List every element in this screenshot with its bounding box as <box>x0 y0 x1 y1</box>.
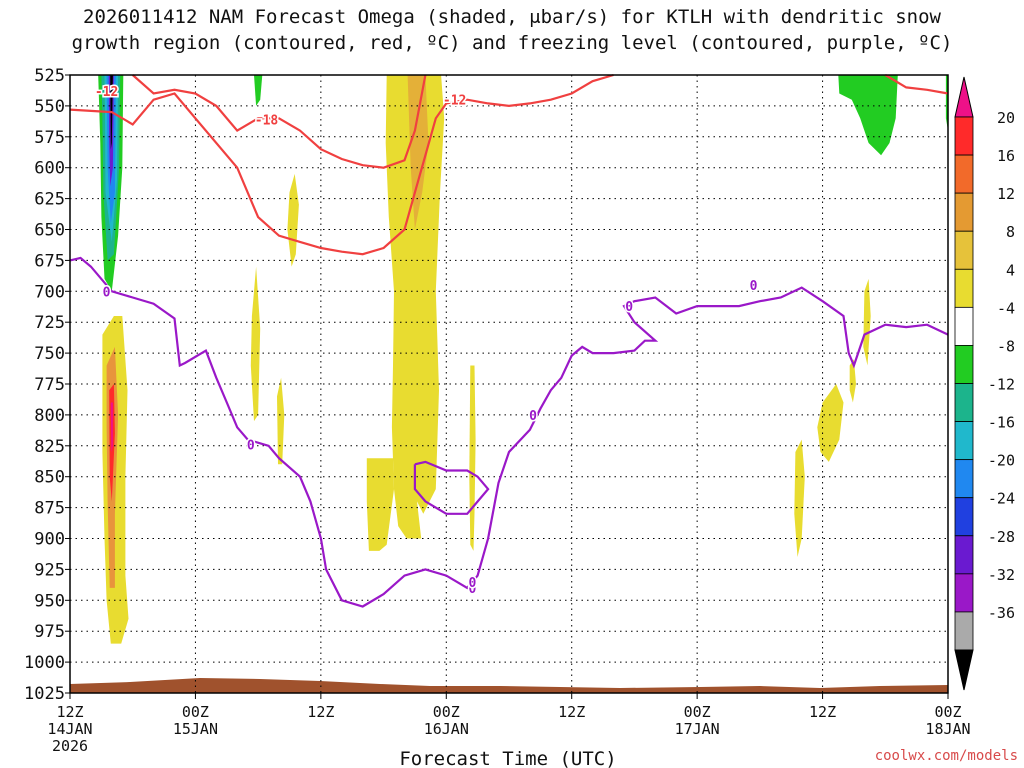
dgz-contour-red <box>70 75 614 254</box>
y-tick-label: 700 <box>34 282 65 302</box>
colorbar-swatch <box>955 384 973 422</box>
colorbar-swatch <box>955 574 973 612</box>
colorbar-label: -16 <box>988 414 1015 432</box>
y-tick-label: 900 <box>34 530 65 550</box>
x-tick-label: 12Z <box>307 703 334 721</box>
colorbar-swatch <box>955 612 973 650</box>
colorbar-label: -24 <box>988 490 1015 508</box>
contour-label-purple: 0 <box>750 279 758 294</box>
shade-small-yellow-1 <box>287 174 299 267</box>
shade-16jan-lower-yellow <box>367 458 394 551</box>
y-tick-label: 575 <box>34 128 65 148</box>
x-tick-label: 16JAN <box>424 720 469 738</box>
colorbar-top-arrow <box>955 77 973 117</box>
colorbar-label: -8 <box>997 337 1015 355</box>
x-tick-label: 17JAN <box>675 720 720 738</box>
colorbar-label: -4 <box>997 299 1015 317</box>
colorbar-label: 16 <box>997 147 1015 165</box>
shade-small-green-1 <box>254 75 262 106</box>
shade-16jan-sliver <box>469 366 475 551</box>
y-tick-label: 550 <box>34 97 65 117</box>
colorbar-bottom-arrow <box>955 650 973 690</box>
contour-label-red: -12 <box>443 94 466 109</box>
colorbar-label: -12 <box>988 376 1015 394</box>
colorbar-swatch <box>955 460 973 498</box>
credit-text: coolwx.com/models <box>875 748 1018 764</box>
y-tick-label: 650 <box>34 221 65 241</box>
contour-label-purple: 0 <box>247 439 255 454</box>
dgz-contour-red <box>133 75 426 168</box>
y-tick-label: 950 <box>34 591 65 611</box>
x-axis-label: Forecast Time (UTC) <box>399 748 616 768</box>
y-tick-label: 525 <box>34 66 65 86</box>
y-tick-label: 975 <box>34 622 65 642</box>
x-tick-label: 12Z <box>56 703 83 721</box>
x-tick-label: 12Z <box>558 703 585 721</box>
y-tick-label: 675 <box>34 251 65 271</box>
y-tick-label: 750 <box>34 344 65 364</box>
shade-17jan-yellow-2 <box>794 440 805 557</box>
shade-17jan-green-upper <box>838 75 898 155</box>
y-tick-label: 800 <box>34 406 65 426</box>
x-tick-label: 00Z <box>934 703 961 721</box>
colorbar-swatch <box>955 498 973 536</box>
ground-terrain <box>70 678 948 693</box>
chart-svg: -12-18-120000000 52555057560062565067570… <box>0 0 1024 768</box>
colorbar-label: -20 <box>988 452 1015 470</box>
colorbar-swatch <box>955 307 973 345</box>
shade-small-yellow-3 <box>277 378 284 465</box>
contour-label-purple: 0 <box>625 300 633 315</box>
x-tick-label: 14JAN <box>47 720 92 738</box>
grid-layer <box>70 75 948 693</box>
colorbar-label: 8 <box>1006 223 1015 241</box>
x-tick-label: 2026 <box>52 737 88 755</box>
x-tick-label: 00Z <box>684 703 711 721</box>
y-tick-label: 725 <box>34 313 65 333</box>
y-tick-label: 850 <box>34 468 65 488</box>
contour-label-purple: 0 <box>469 576 477 591</box>
contour-label-purple: 0 <box>103 285 111 300</box>
x-tick-label: 00Z <box>182 703 209 721</box>
y-tick-label: 600 <box>34 159 65 179</box>
colorbar-swatch <box>955 117 973 155</box>
contour-label-purple: 0 <box>529 409 537 424</box>
y-tick-label: 925 <box>34 560 65 580</box>
colorbar-label: -32 <box>988 566 1015 584</box>
colorbar-swatch <box>955 193 973 231</box>
plot-frame <box>70 75 948 693</box>
y-tick-label: 1000 <box>24 653 65 673</box>
x-tick-label: 18JAN <box>925 720 970 738</box>
colorbar-label: 20 <box>997 109 1015 127</box>
shade-17jan-yellow-4 <box>863 279 870 366</box>
colorbar-label: -36 <box>988 604 1015 622</box>
colorbar-label: -28 <box>988 528 1015 546</box>
colorbar-swatch <box>955 231 973 269</box>
x-tick-label: 00Z <box>433 703 460 721</box>
contour-label-red: -12 <box>95 85 118 100</box>
y-tick-label: 625 <box>34 190 65 210</box>
colorbar-label: 4 <box>1006 261 1015 279</box>
contour-label-red: -18 <box>255 113 279 128</box>
colorbar-swatch <box>955 155 973 193</box>
omega-shading-layer <box>70 75 948 693</box>
shade-17jan-yellow-1 <box>817 384 843 462</box>
colorbar-swatch <box>955 422 973 460</box>
x-tick-label: 12Z <box>809 703 836 721</box>
colorbar-swatch <box>955 269 973 307</box>
y-tick-label: 775 <box>34 375 65 395</box>
colorbar-label: 12 <box>997 185 1015 203</box>
y-tick-label: 1025 <box>24 684 65 704</box>
colorbar-swatch <box>955 345 973 383</box>
x-tick-label: 15JAN <box>173 720 218 738</box>
chart-root: 2026011412 NAM Forecast Omega (shaded, μ… <box>0 0 1024 768</box>
freezing-contour-purple <box>70 258 948 607</box>
colorbar: 20 16 12 8 4 -4 -8 -12 -16 -20 -24 -28 -32 -36 <box>955 77 1015 690</box>
colorbar-swatch <box>955 536 973 574</box>
y-tick-label: 875 <box>34 499 65 519</box>
shade-small-yellow-2 <box>251 267 260 422</box>
y-tick-label: 825 <box>34 437 65 457</box>
